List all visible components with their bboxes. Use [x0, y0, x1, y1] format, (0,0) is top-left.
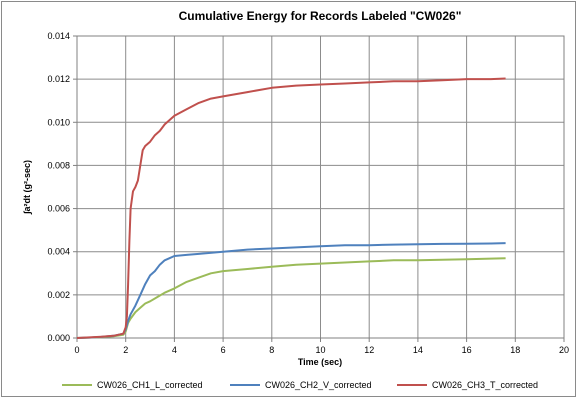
legend-label-1: CW026_CH1_L_corrected: [97, 380, 203, 390]
x-tick-label: 6: [221, 345, 226, 355]
chart-title: Cumulative Energy for Records Labeled "C…: [179, 9, 462, 23]
plot-area: [76, 35, 565, 339]
series-line-2: [76, 242, 506, 339]
x-tick-label: 8: [269, 345, 274, 355]
x-tick-label: 20: [559, 345, 569, 355]
x-tick-labels: 0 2 4 6 8 10 12 14 16 18 20: [74, 345, 569, 355]
series-line-1: [76, 257, 506, 339]
legend-label-3: CW026_CH3_T_corrected: [432, 380, 538, 390]
x-tick-label: 14: [413, 345, 423, 355]
y-tick-label: 0.014: [47, 31, 70, 41]
series-group: [76, 77, 506, 339]
x-tick-label: 2: [123, 345, 128, 355]
x-tick-label: 16: [462, 345, 472, 355]
y-tick-label: 0.010: [47, 117, 70, 127]
x-axis-title: Time (sec): [298, 357, 342, 367]
legend-label-2: CW026_CH2_V_corrected: [265, 380, 372, 390]
legend: CW026_CH1_L_corrected CW026_CH2_V_correct…: [62, 380, 538, 390]
y-tick-label: 0.000: [47, 333, 70, 343]
grid: [73, 35, 565, 342]
x-tick-label: 0: [74, 345, 79, 355]
series-line-3: [76, 77, 506, 339]
y-tick-label: 0.004: [47, 247, 70, 257]
y-tick-label: 0.002: [47, 290, 70, 300]
y-tick-labels: 0.000 0.002 0.004 0.006 0.008 0.010 0.012 0.014: [47, 31, 70, 343]
x-tick-label: 4: [172, 345, 177, 355]
y-tick-label: 0.008: [47, 160, 70, 170]
x-tick-label: 10: [315, 345, 325, 355]
x-tick-label: 18: [510, 345, 520, 355]
y-tick-label: 0.012: [47, 74, 70, 84]
y-tick-label: 0.006: [47, 204, 70, 214]
x-tick-label: 12: [364, 345, 374, 355]
y-axis-title: ∫a²dt (g²-sec): [22, 160, 32, 215]
